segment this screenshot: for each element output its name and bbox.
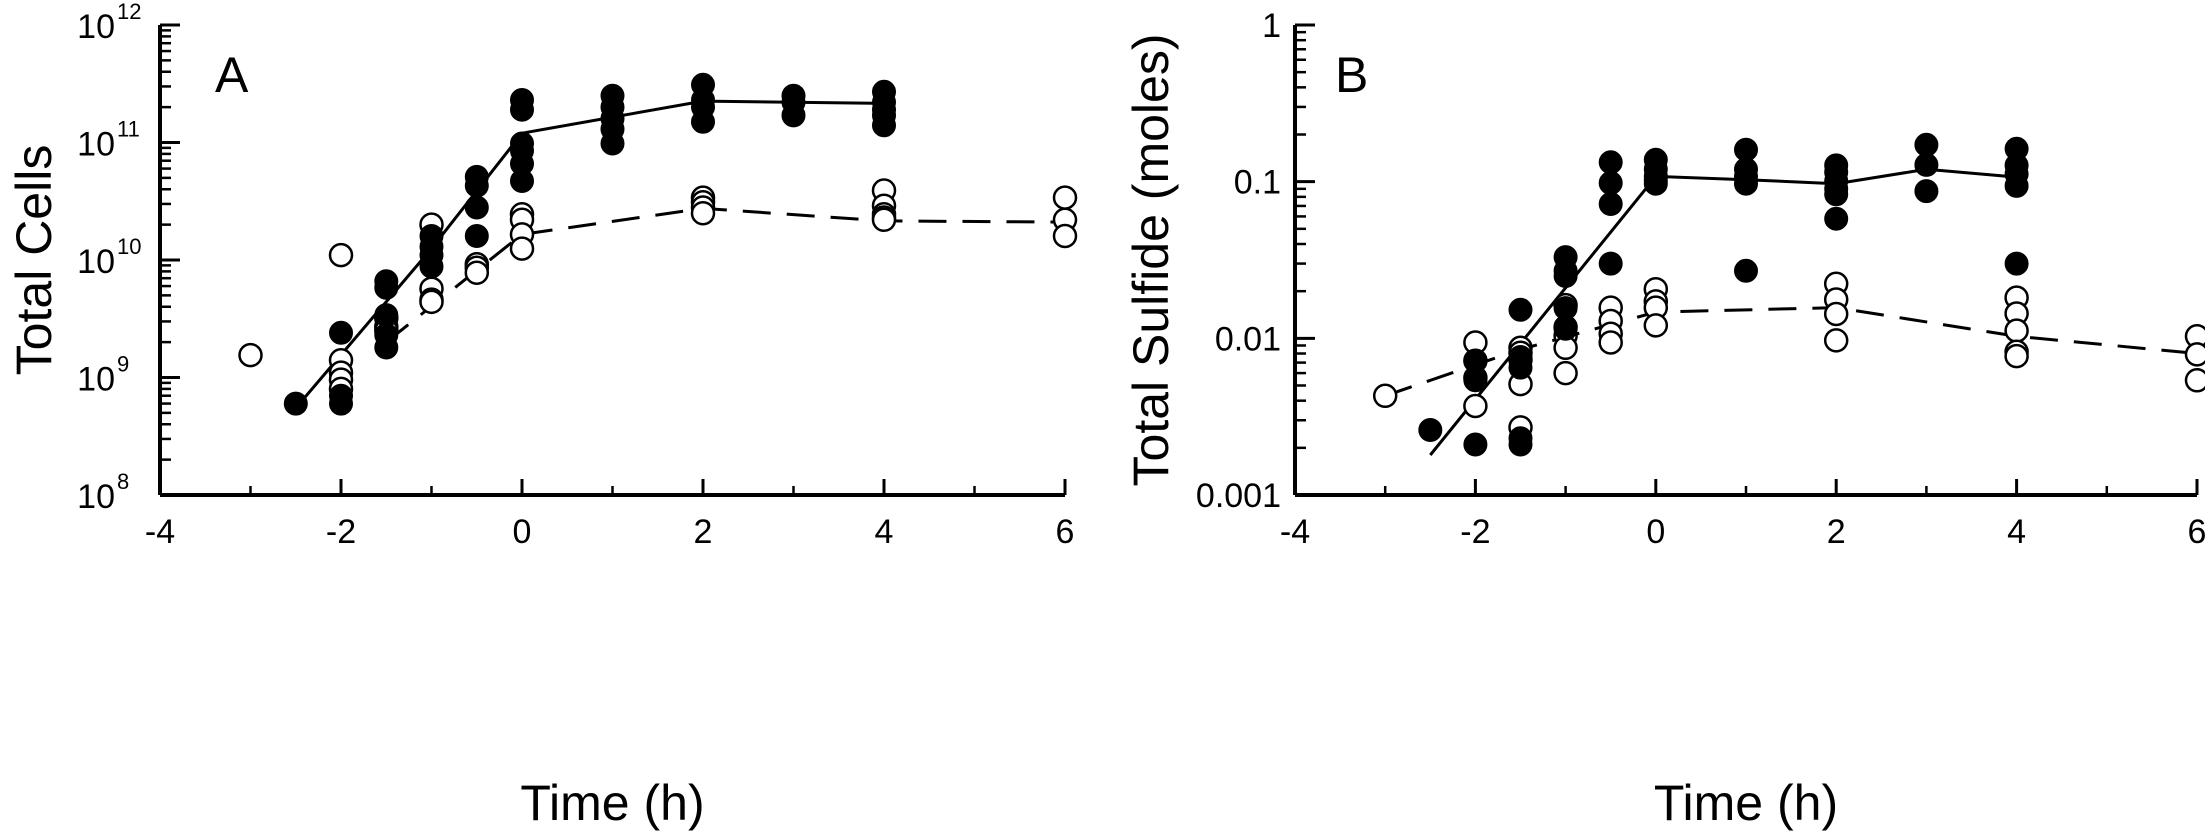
open-data-point bbox=[690, 200, 716, 226]
filled-data-point bbox=[872, 113, 896, 138]
filled-data-point bbox=[1553, 316, 1578, 341]
x-tick-label: 2 bbox=[694, 513, 713, 551]
filled-data-point bbox=[1734, 171, 1758, 196]
open-data-point bbox=[1052, 185, 1078, 210]
open-data-point bbox=[1553, 360, 1578, 386]
filled-data-point bbox=[1598, 192, 1623, 216]
y-tick-exponent: 10 bbox=[117, 234, 141, 259]
y-tick-label: 1 bbox=[1262, 7, 1281, 45]
open-data-point bbox=[2004, 318, 2029, 343]
x-axis-title: Time (h) bbox=[1654, 775, 1838, 831]
filled-data-point bbox=[374, 335, 399, 360]
open-data-point bbox=[1372, 383, 1398, 409]
filled-data-point bbox=[1418, 418, 1443, 442]
y-tick-exponent: 11 bbox=[117, 117, 140, 142]
filled-data-point bbox=[691, 109, 715, 134]
open-data-point bbox=[328, 242, 354, 268]
filled-data-point bbox=[1553, 296, 1578, 321]
filled-series-line bbox=[294, 99, 885, 409]
open-series-line bbox=[1384, 306, 2198, 398]
filled-data-point bbox=[464, 173, 489, 198]
filled-data-point bbox=[1914, 152, 1939, 177]
y-tick-exponent: 12 bbox=[117, 0, 141, 24]
filled-data-point bbox=[510, 97, 534, 122]
open-data-point bbox=[1823, 328, 1849, 353]
open-data-point bbox=[2184, 342, 2205, 367]
filled-data-point bbox=[1598, 150, 1623, 175]
filled-data-point bbox=[1734, 258, 1758, 283]
filled-data-point bbox=[329, 391, 353, 416]
filled-data-point bbox=[1508, 297, 1533, 322]
filled-data-point bbox=[1824, 206, 1849, 231]
filled-data-point bbox=[2004, 251, 2029, 276]
filled-data-point bbox=[464, 224, 489, 248]
x-tick-label: 6 bbox=[1056, 513, 1075, 551]
y-tick-label: 0.01 bbox=[1215, 320, 1281, 358]
filled-data-point bbox=[510, 169, 534, 193]
filled-data-point bbox=[1463, 432, 1488, 457]
filled-data-point bbox=[1643, 171, 1668, 196]
filled-series-line bbox=[1429, 167, 2017, 456]
y-tick-label: 0.1 bbox=[1234, 164, 1281, 202]
filled-data-point bbox=[1824, 182, 1849, 207]
open-data-point bbox=[1052, 223, 1078, 249]
x-tick-label: -4 bbox=[145, 513, 175, 551]
filled-data-point bbox=[1508, 355, 1533, 380]
filled-data-point bbox=[1914, 179, 1939, 204]
panel-label: A bbox=[215, 47, 249, 103]
y-tick-label: 10 bbox=[77, 361, 115, 399]
x-tick-label: -2 bbox=[326, 513, 356, 551]
y-tick-label: 0.001 bbox=[1196, 477, 1281, 515]
filled-data-point bbox=[1914, 132, 1939, 157]
filled-data-point bbox=[419, 254, 444, 279]
filled-data-point bbox=[1508, 432, 1533, 457]
x-tick-label: 6 bbox=[2188, 513, 2205, 551]
y-tick-exponent: 8 bbox=[117, 469, 129, 494]
y-tick-label: 10 bbox=[77, 243, 115, 281]
filled-data-point bbox=[374, 303, 399, 328]
panel-b-chart: -4 -2 0 2 4 6 0.001 0.01 0.1 1 Time (h) Total Sulfi… bbox=[1123, 7, 2205, 831]
x-tick-label: 4 bbox=[875, 513, 894, 551]
y-axis-title: Total Cells bbox=[6, 145, 62, 376]
filled-data-point bbox=[374, 275, 399, 300]
open-data-point bbox=[419, 289, 444, 315]
filled-data-point bbox=[1553, 264, 1578, 288]
x-tick-label: 0 bbox=[513, 513, 532, 551]
x-tick-label: -2 bbox=[1460, 513, 1490, 551]
open-data-point bbox=[2004, 343, 2029, 369]
filled-data-point bbox=[464, 195, 489, 220]
x-tick-label: 4 bbox=[2007, 513, 2026, 551]
y-tick-label: 10 bbox=[77, 478, 115, 516]
open-data-point bbox=[509, 236, 535, 261]
filled-data-point bbox=[600, 131, 625, 156]
filled-data-point bbox=[2004, 173, 2029, 198]
open-data-point bbox=[1823, 301, 1849, 327]
y-tick-label: 10 bbox=[77, 126, 115, 164]
open-data-point bbox=[464, 260, 490, 285]
x-tick-label: 0 bbox=[1646, 513, 1665, 551]
x-tick-label: -4 bbox=[1280, 513, 1310, 551]
panel-label: B bbox=[1335, 47, 1368, 103]
y-tick-label: 10 bbox=[77, 8, 115, 46]
filled-data-point bbox=[283, 391, 308, 416]
open-data-point bbox=[1598, 330, 1623, 355]
y-axis-title: Total Sulfide (moles) bbox=[1123, 34, 1179, 487]
filled-data-point bbox=[1598, 171, 1623, 195]
open-data-point bbox=[1463, 393, 1488, 419]
filled-data-point bbox=[1463, 368, 1488, 393]
open-data-point bbox=[1643, 313, 1669, 338]
y-tick-exponent: 9 bbox=[117, 352, 129, 377]
filled-data-point bbox=[329, 320, 353, 345]
filled-data-point bbox=[781, 103, 806, 128]
open-data-point bbox=[2184, 368, 2205, 393]
open-data-point bbox=[238, 342, 263, 368]
open-data-point bbox=[871, 207, 897, 233]
filled-data-point bbox=[1598, 251, 1623, 276]
x-axis-title: Time (h) bbox=[520, 775, 704, 831]
x-tick-label: 2 bbox=[1827, 513, 1846, 551]
